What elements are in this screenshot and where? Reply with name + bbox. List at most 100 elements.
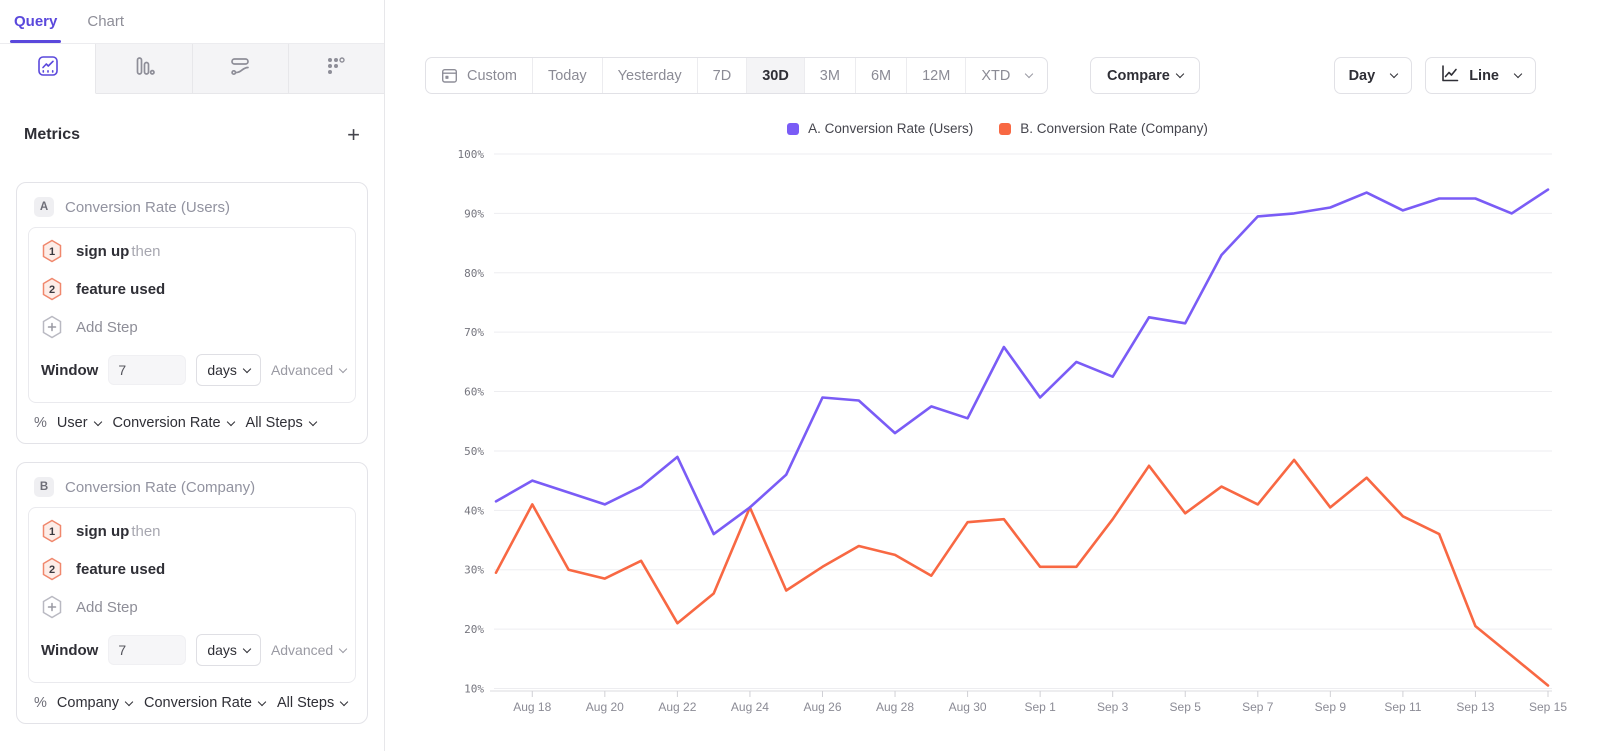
- add-step-label: Add Step: [76, 598, 138, 616]
- advanced-dropdown[interactable]: Advanced: [271, 642, 348, 658]
- add-step-button[interactable]: Add Step: [39, 588, 345, 626]
- window-row: Window days Advanced: [39, 626, 348, 670]
- y-axis-label: 20%: [464, 623, 484, 636]
- metric-card-b: B Conversion Rate (Company) 1 sign up the…: [16, 462, 368, 724]
- metric-title-a[interactable]: Conversion Rate (Users): [65, 198, 231, 216]
- range-label: 12M: [922, 67, 951, 84]
- range-button-12m[interactable]: 12M: [907, 58, 967, 93]
- range-label: Custom: [467, 67, 517, 84]
- step-suffix: then: [131, 242, 161, 260]
- chart-area: 100% 90% 80% 70% 60% 50% 40% 30% 20% 10% Aug 18 Aug…: [420, 143, 1570, 721]
- tab-query-label: Query: [14, 13, 58, 30]
- report-type-strip: [0, 44, 384, 94]
- sidebar-tabs: Query Chart: [0, 0, 384, 44]
- main-panel: Custom Today Yesterday 7D 30D 3M 6M 12M XTD Comp…: [386, 0, 1600, 751]
- insights-icon: [37, 55, 59, 82]
- flows-icon: [229, 55, 251, 82]
- granularity-dropdown[interactable]: Day: [1333, 57, 1413, 94]
- chevron-down-icon: [308, 417, 318, 426]
- legend-item-b[interactable]: B. Conversion Rate (Company): [999, 121, 1208, 136]
- series-line-b[interactable]: [494, 458, 1550, 687]
- step-suffix: then: [131, 522, 161, 540]
- legend-label: B. Conversion Rate (Company): [1020, 121, 1208, 136]
- y-axis-label: 60%: [464, 386, 484, 399]
- step-number-hexagon: 1: [42, 519, 62, 543]
- metric-card-a-header: A Conversion Rate (Users): [28, 193, 356, 227]
- tab-query[interactable]: Query: [9, 0, 62, 43]
- window-input[interactable]: [108, 355, 187, 385]
- percent-icon: %: [34, 415, 47, 431]
- step-number-hexagon: 1: [42, 239, 62, 263]
- steps-box-a: 1 sign up then 2 feature used: [28, 227, 356, 403]
- chart-type-dropdown[interactable]: Line: [1425, 57, 1536, 94]
- measure-row-a: % User Conversion Rate All Steps: [28, 403, 356, 439]
- x-axis-label: Sep 1: [1024, 700, 1056, 714]
- add-step-hexagon-icon: [42, 595, 62, 619]
- chart-toolbar: Custom Today Yesterday 7D 30D 3M 6M 12M XTD Comp…: [425, 57, 1536, 94]
- report-tab-funnels[interactable]: [96, 44, 193, 94]
- step-row[interactable]: 1 sign up then: [39, 512, 345, 550]
- metric-badge-b: B: [34, 477, 54, 497]
- step-row[interactable]: 1 sign up then: [39, 232, 345, 270]
- x-axis-label: Sep 3: [1097, 700, 1129, 714]
- funnels-icon: [133, 55, 155, 82]
- report-tab-flows[interactable]: [192, 44, 289, 94]
- add-metric-button[interactable]: +: [347, 122, 360, 147]
- window-label: Window: [41, 361, 99, 379]
- range-button-6m[interactable]: 6M: [856, 58, 908, 93]
- range-button-yesterday[interactable]: Yesterday: [603, 58, 698, 93]
- entity-dropdown[interactable]: User: [57, 415, 102, 431]
- window-input[interactable]: [108, 635, 187, 665]
- legend-item-a[interactable]: A. Conversion Rate (Users): [787, 121, 973, 136]
- add-step-button[interactable]: Add Step: [39, 308, 345, 346]
- report-tab-insights[interactable]: [0, 44, 97, 94]
- range-button-7d[interactable]: 7D: [698, 58, 748, 93]
- window-row: Window days Advanced: [39, 346, 348, 390]
- y-axis-label: 80%: [464, 267, 484, 280]
- metric-badge-a: A: [34, 197, 54, 217]
- chevron-down-icon: [93, 417, 102, 426]
- metric-card-b-header: B Conversion Rate (Company): [28, 473, 356, 507]
- series-line-a[interactable]: [494, 188, 1550, 536]
- line-chart[interactable]: 100% 90% 80% 70% 60% 50% 40% 30% 20% 10% Aug 18 Aug…: [420, 143, 1570, 721]
- metric-title-b[interactable]: Conversion Rate (Company): [65, 478, 256, 496]
- step-row[interactable]: 2 feature used: [39, 270, 345, 308]
- chevron-down-icon: [1513, 69, 1523, 79]
- chevron-down-icon: [1175, 69, 1185, 79]
- tab-chart[interactable]: Chart: [87, 0, 124, 43]
- range-label: 6M: [870, 67, 892, 84]
- window-unit-dropdown[interactable]: days: [196, 634, 261, 666]
- range-button-custom[interactable]: Custom: [426, 58, 533, 93]
- x-axis-label: Aug 20: [586, 700, 624, 714]
- report-tab-retention[interactable]: [288, 44, 384, 94]
- chevron-down-icon: [226, 417, 235, 426]
- range-button-xtd[interactable]: XTD: [966, 58, 1047, 93]
- date-range-control: Custom Today Yesterday 7D 30D 3M 6M 12M XTD: [425, 57, 1049, 94]
- range-label: 7D: [712, 67, 732, 84]
- x-axis-label: Sep 7: [1242, 700, 1274, 714]
- y-axis-label: 100%: [458, 148, 485, 161]
- advanced-dropdown[interactable]: Advanced: [271, 362, 348, 378]
- steps-scope-dropdown[interactable]: All Steps: [246, 415, 318, 431]
- range-button-30d[interactable]: 30D: [747, 58, 805, 93]
- compare-button[interactable]: Compare: [1090, 57, 1200, 94]
- entity-dropdown[interactable]: Company: [57, 695, 134, 711]
- steps-scope-dropdown[interactable]: All Steps: [277, 695, 349, 711]
- metrics-title: Metrics: [24, 126, 81, 143]
- x-axis-label: Sep 5: [1170, 700, 1202, 714]
- metric-type-dropdown[interactable]: Conversion Rate: [113, 415, 235, 431]
- metric-type-dropdown[interactable]: Conversion Rate: [144, 695, 267, 711]
- window-unit-dropdown[interactable]: days: [196, 354, 261, 386]
- x-axis-label: Aug 24: [731, 700, 769, 714]
- chart-display-controls: Day Line: [1333, 57, 1536, 94]
- chevron-down-icon: [242, 644, 252, 653]
- range-button-today[interactable]: Today: [533, 58, 603, 93]
- x-axis-label: Aug 26: [803, 700, 841, 714]
- range-button-3m[interactable]: 3M: [805, 58, 856, 93]
- chevron-down-icon: [338, 364, 348, 373]
- x-axis-label: Sep 13: [1456, 700, 1494, 714]
- step-event-label: feature used: [76, 280, 166, 298]
- step-row[interactable]: 2 feature used: [39, 550, 345, 588]
- metric-card-a: A Conversion Rate (Users) 1 sign up then …: [16, 182, 368, 444]
